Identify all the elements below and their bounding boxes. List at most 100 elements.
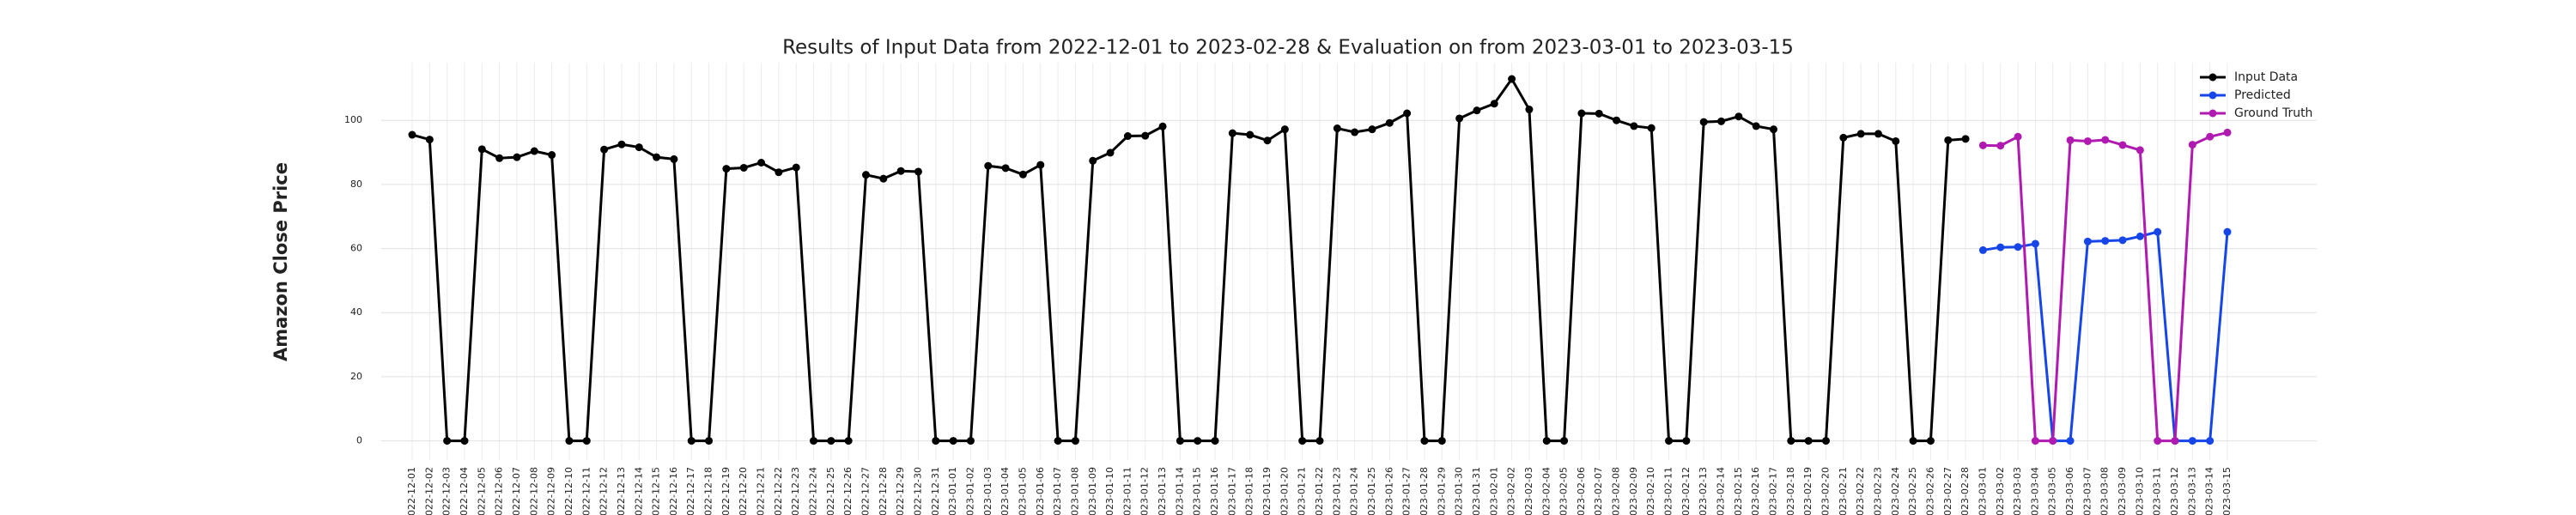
data-point [896, 167, 905, 175]
x-tick-label: 2023-02-07 [1593, 467, 1604, 515]
data-point [966, 437, 975, 445]
x-tick-label: 2022-12-12 [598, 467, 610, 515]
data-point [2066, 136, 2075, 144]
data-point [600, 145, 609, 154]
data-point [1054, 437, 1062, 445]
data-point [513, 153, 521, 161]
x-tick-label: 2023-03-10 [2134, 467, 2145, 515]
x-tick-label: 2023-01-15 [1192, 467, 1203, 515]
data-point [1926, 437, 1935, 445]
data-point [1909, 437, 1917, 445]
x-tick-label: 2023-01-20 [1279, 467, 1290, 515]
legend-marker [2208, 73, 2217, 82]
x-tick-label: 2022-12-01 [406, 467, 417, 515]
x-tick-label: 2023-03-04 [2029, 467, 2040, 515]
x-tick-label: 2023-02-15 [1733, 467, 1744, 515]
x-tick-label: 2023-02-08 [1611, 467, 1622, 515]
x-tick-label: 2023-03-14 [2204, 467, 2215, 515]
data-point [705, 437, 714, 445]
data-point [1630, 122, 1638, 130]
data-point [2206, 132, 2215, 141]
x-tick-label: 2023-01-13 [1157, 467, 1168, 515]
data-point [1071, 437, 1079, 445]
x-tick-label: 2023-02-20 [1820, 467, 1831, 515]
x-tick-label: 2023-02-02 [1506, 467, 1517, 515]
data-point [1682, 437, 1691, 445]
data-point [722, 165, 731, 173]
x-tick-label: 2023-02-17 [1768, 467, 1779, 515]
x-tick-label: 2022-12-11 [580, 467, 592, 515]
x-tick-label: 2022-12-24 [808, 467, 819, 515]
data-point [2118, 141, 2127, 149]
data-point [1246, 130, 1255, 139]
x-tick-label: 2022-12-19 [720, 467, 732, 515]
data-point [1978, 245, 1987, 254]
legend-marker [2208, 109, 2217, 118]
x-tick-label: 2022-12-18 [703, 467, 714, 515]
x-tick-label: 2022-12-10 [563, 467, 574, 515]
x-tick-label: 2023-01-14 [1174, 467, 1185, 515]
data-point [1752, 122, 1760, 130]
data-point [1333, 124, 1341, 133]
x-tick-label: 2023-01-11 [1121, 467, 1133, 515]
data-point [1420, 437, 1429, 445]
data-point [1106, 148, 1115, 157]
x-tick-label: 2023-03-13 [2186, 467, 2197, 515]
x-tick-label: 2023-01-07 [1052, 467, 1063, 515]
data-point [1123, 132, 1132, 141]
data-point [914, 167, 922, 176]
x-tick-label: 2023-02-28 [1959, 467, 1971, 515]
data-point [530, 147, 538, 155]
data-point [670, 154, 678, 163]
x-tick-label: 2023-01-25 [1366, 467, 1377, 515]
chart-title: Results of Input Data from 2022-12-01 to… [782, 37, 1794, 59]
x-tick-label: 2023-01-26 [1383, 467, 1394, 515]
x-tick-label: 2022-12-04 [459, 467, 470, 515]
legend-label: Predicted [2234, 88, 2291, 102]
data-point [810, 437, 818, 445]
x-tick-label: 2023-03-15 [2221, 467, 2233, 515]
data-point [879, 174, 888, 183]
x-tick-label: 2023-02-13 [1698, 467, 1709, 515]
x-tick-label: 2023-01-23 [1331, 467, 1342, 515]
data-point [548, 151, 556, 160]
data-point [1089, 156, 1097, 165]
data-point [425, 136, 434, 144]
x-tick-label: 2023-01-06 [1035, 467, 1046, 515]
x-tick-label: 2023-01-29 [1436, 467, 1447, 515]
data-point [1351, 128, 1359, 136]
data-point [2188, 141, 2196, 149]
data-point [1856, 130, 1865, 138]
x-tick-label: 2023-01-17 [1226, 467, 1237, 515]
x-tick-label: 2023-02-10 [1645, 467, 1656, 515]
x-tick-label: 2022-12-06 [494, 467, 505, 515]
data-point [1280, 125, 1289, 134]
data-point [1665, 437, 1674, 445]
x-tick-label: 2022-12-14 [633, 467, 644, 515]
x-tick-label: 2022-12-26 [842, 467, 854, 515]
data-point [1821, 437, 1830, 445]
data-point [1228, 129, 1236, 137]
x-tick-label: 2023-02-18 [1785, 467, 1796, 515]
data-point [949, 437, 957, 445]
data-point [2154, 227, 2162, 236]
data-point [2083, 237, 2092, 245]
data-point [1978, 141, 1987, 149]
data-point [1647, 124, 1656, 132]
x-tick-label: 2023-01-22 [1314, 467, 1325, 515]
x-tick-label: 2023-02-12 [1680, 467, 1692, 515]
data-point [1613, 116, 1621, 124]
y-tick-label: 20 [350, 371, 362, 382]
x-tick-label: 2023-02-05 [1558, 467, 1570, 515]
data-point [1158, 122, 1167, 130]
data-point [1036, 161, 1045, 169]
x-tick-label: 2022-12-27 [860, 467, 872, 515]
data-point [1961, 135, 1970, 143]
data-point [2206, 437, 2215, 445]
data-point [1996, 243, 2005, 251]
x-tick-label: 2023-02-03 [1523, 467, 1534, 515]
x-tick-label: 2023-02-06 [1576, 467, 1587, 515]
data-point [827, 437, 835, 445]
x-tick-label: 2022-12-31 [930, 467, 941, 515]
